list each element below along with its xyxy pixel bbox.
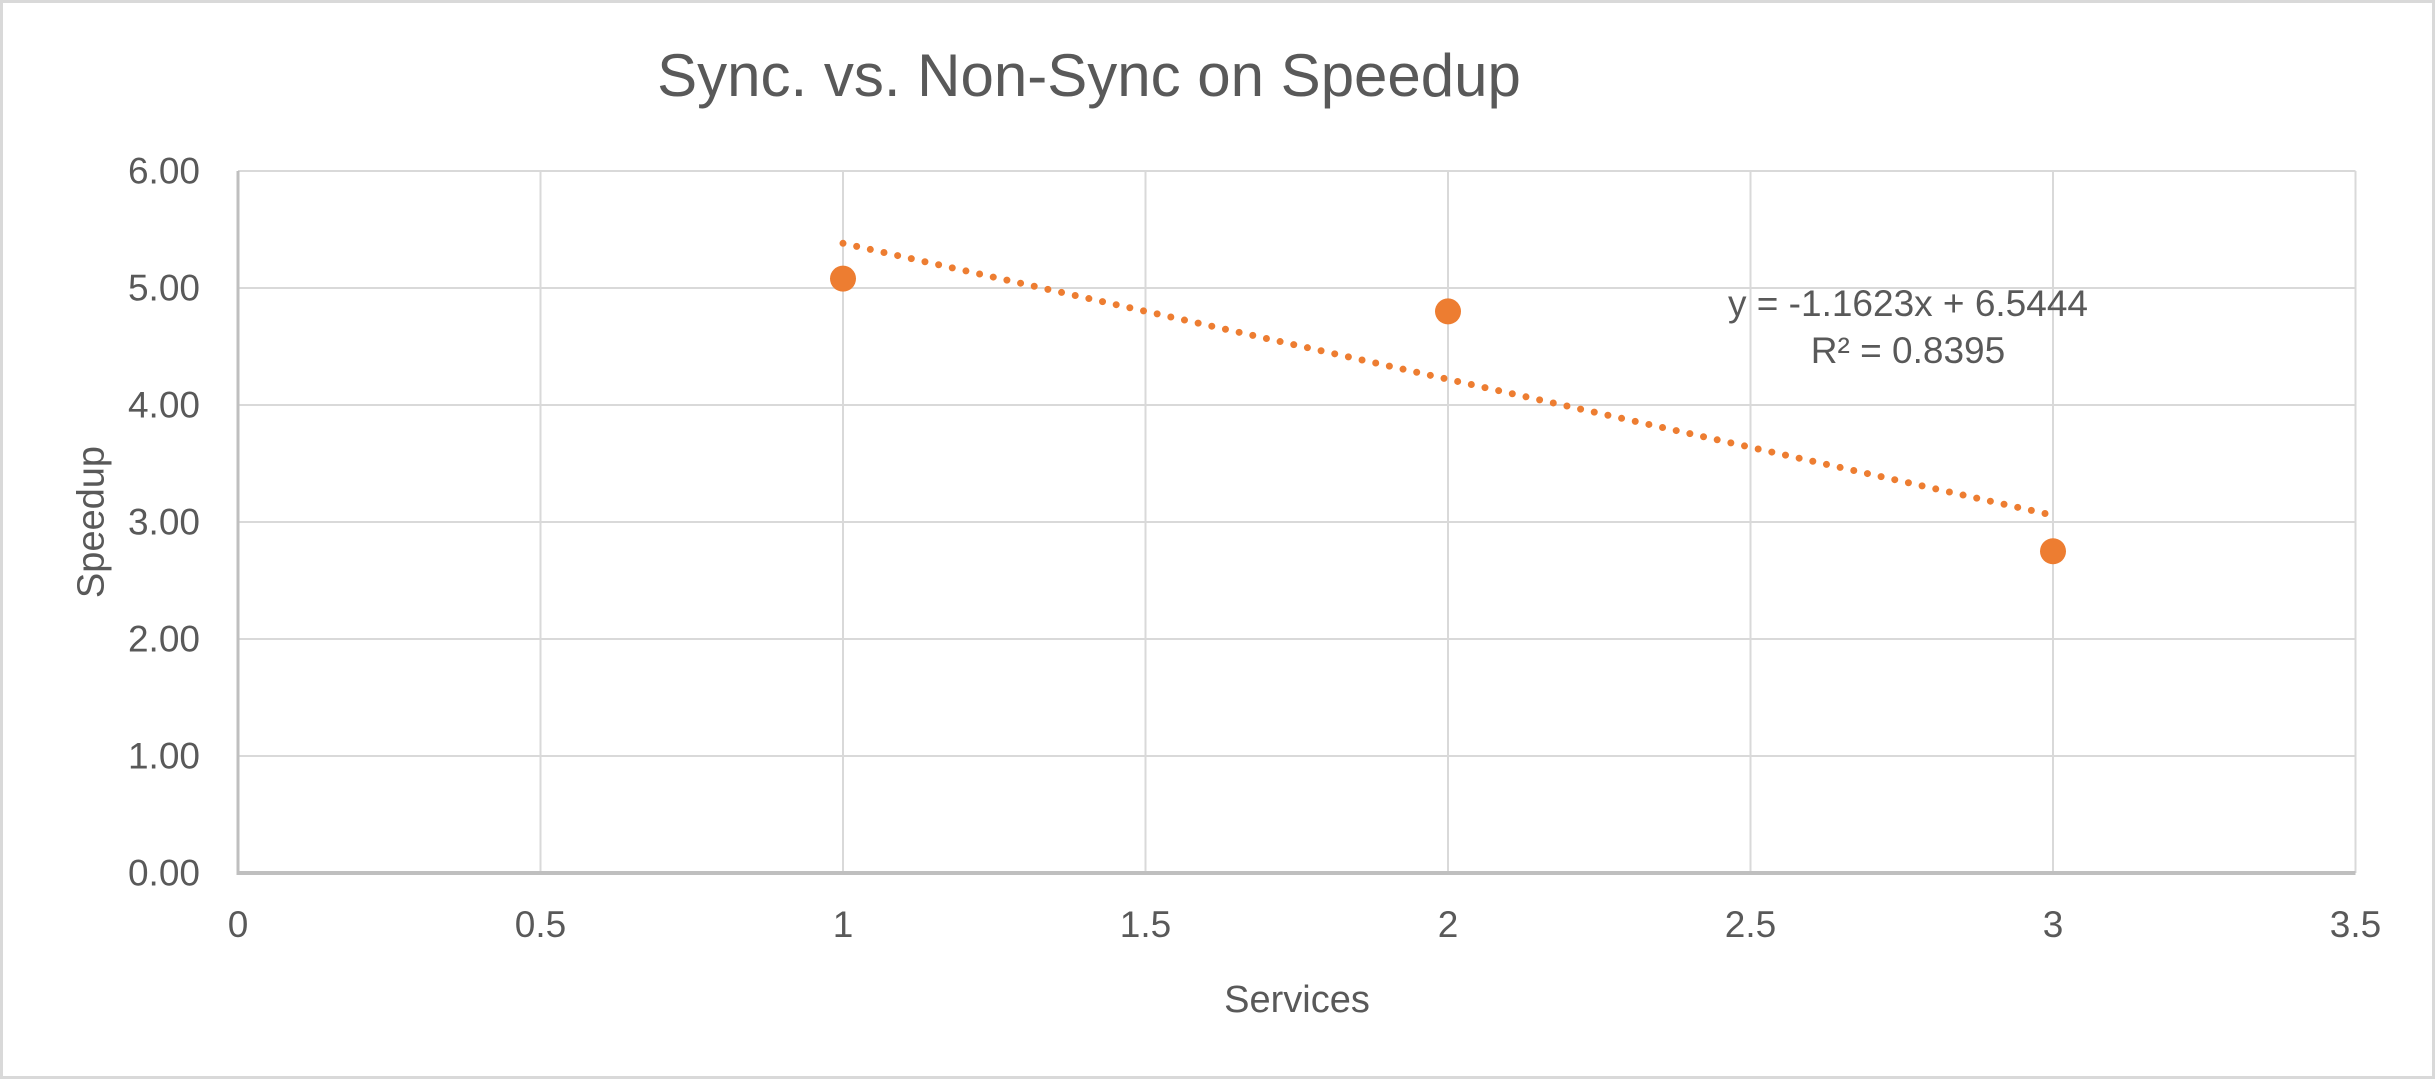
data-point <box>2040 538 2066 565</box>
y-tick-label: 3.00 <box>127 501 200 543</box>
y-tick-label: 1.00 <box>127 735 200 777</box>
x-tick-label: 0 <box>227 904 249 945</box>
x-tick-label: 3.5 <box>2329 904 2382 945</box>
x-tick-label: 3 <box>2042 904 2064 945</box>
y-tick-label: 2.00 <box>127 618 200 660</box>
data-point <box>830 265 856 292</box>
x-tick-label: 2.5 <box>1724 904 1777 945</box>
trendline <box>839 239 2057 519</box>
y-tick-label: 5.00 <box>127 267 200 309</box>
trendline-label: y = -1.1623x + 6.5444 R² = 0.8395 <box>1728 280 2088 374</box>
x-axis-title: Services <box>1224 979 1370 1021</box>
trendline-equation: y = -1.1623x + 6.5444 <box>1728 283 2088 324</box>
data-point <box>1435 298 1461 325</box>
trendline-r-squared: R² = 0.8395 <box>1810 330 2006 371</box>
y-tick-label: 0.00 <box>127 852 200 894</box>
chart-title: Sync. vs. Non-Sync on Speedup <box>657 42 1521 109</box>
x-tick-label: 2 <box>1437 904 1459 945</box>
x-tick-label: 1 <box>832 904 854 945</box>
x-tick-label: 1.5 <box>1119 904 1172 945</box>
x-tick-label: 0.5 <box>514 904 567 945</box>
y-axis-title: Speedup <box>70 445 113 599</box>
y-tick-label: 4.00 <box>127 384 200 426</box>
y-tick-label: 6.00 <box>127 150 200 192</box>
plot-area <box>236 170 2357 875</box>
